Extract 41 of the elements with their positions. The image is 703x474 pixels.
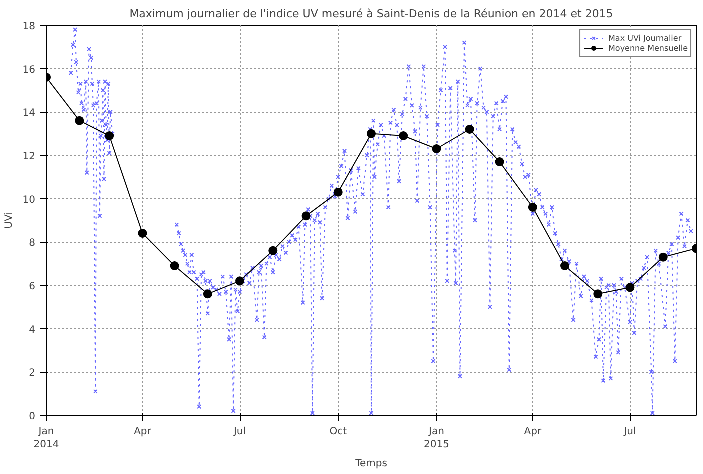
point [399,132,408,140]
x-tick-label: Jul [232,426,246,438]
point [75,116,84,126]
point [105,132,114,140]
x-tick-label: Apr [134,426,152,438]
x-tick-label: Jan 2014 [34,426,60,451]
x-axis-title: Temps [354,458,388,470]
point [170,262,180,270]
point [594,290,603,299]
point [465,125,474,134]
point [432,144,442,154]
point [236,276,245,286]
point [203,290,212,299]
y-tick-label: 14 [22,108,36,120]
x-tick-label: Apr [524,426,542,438]
point [528,203,538,212]
x-tick-label: Oct [330,426,348,438]
y-axis-title: UVi [4,212,15,229]
point [138,229,148,238]
legend-label: Moyenne Mensuelle [608,43,688,53]
point [626,283,635,292]
y-tick-label: 18 [22,22,36,32]
y-tick-label: 2 [29,368,36,380]
y-tick-label: 0 [29,412,36,422]
point [302,212,311,221]
y-tick-label: 8 [29,238,36,250]
legend-label: Max UVi Journalier [608,33,682,43]
x-tick-label: Jan 2015 [424,426,450,451]
point [268,246,278,256]
y-tick-label: 10 [22,194,36,206]
point [334,188,343,197]
point [560,262,570,270]
chart-title: Maximum journalier de l'indice UV mesuré à Saint-Denis de la Réunion en 2014 et 2015 [130,8,614,20]
y-tick-label: 4 [29,324,36,336]
x-tick-label: Jul [623,426,636,438]
y-tick-label: 16 [22,64,36,76]
y-tick-label: 6 [29,282,36,292]
point [367,129,376,138]
point [495,158,504,166]
y-tick-label: 12 [22,152,36,162]
point [658,252,668,262]
